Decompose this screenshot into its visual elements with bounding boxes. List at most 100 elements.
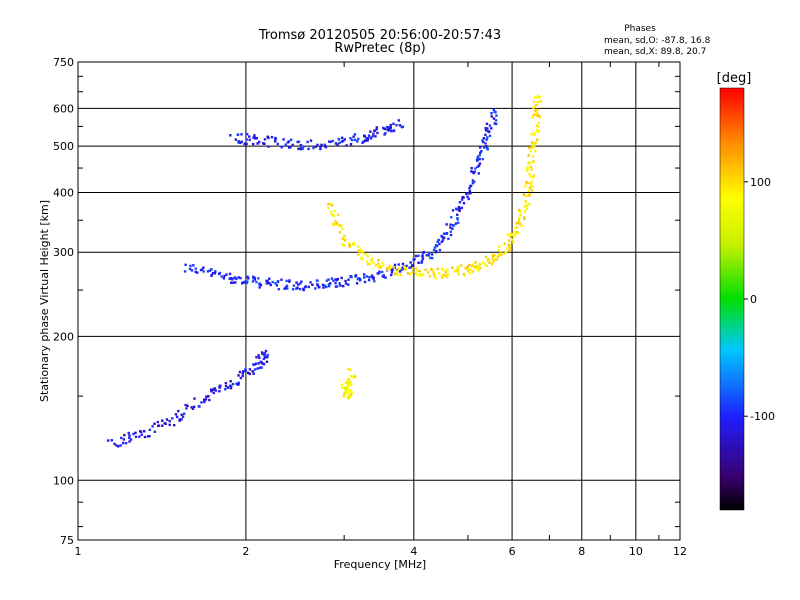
scatter-point <box>243 281 247 284</box>
scatter-point <box>452 224 456 227</box>
scatter-point <box>225 273 228 276</box>
scatter-point <box>352 241 356 245</box>
scatter-point <box>346 385 349 389</box>
scatter-point <box>363 139 367 142</box>
scatter-point <box>334 220 337 223</box>
scatter-point <box>180 418 183 421</box>
scatter-point <box>260 366 263 369</box>
scatter-point <box>340 140 344 143</box>
scatter-point <box>357 245 360 248</box>
scatter-point <box>488 261 491 264</box>
scatter-point <box>442 268 445 272</box>
scatter-point <box>467 192 471 195</box>
scatter-point <box>337 213 340 217</box>
scatter-point <box>492 117 496 120</box>
scatter-point <box>364 253 367 256</box>
scatter-point <box>377 258 380 262</box>
scatter-point <box>168 419 171 423</box>
scatter-point <box>383 127 387 131</box>
scatter-point <box>421 255 424 258</box>
scatter-point <box>344 381 348 385</box>
scatter-point <box>208 398 211 402</box>
scatter-point <box>334 222 338 225</box>
scatter-point <box>492 108 495 111</box>
scatter-point <box>288 279 291 282</box>
scatter-point <box>238 370 242 374</box>
scatter-point <box>185 407 188 410</box>
scatter-point <box>533 142 537 145</box>
scatter-point <box>121 441 125 445</box>
scatter-point <box>362 276 366 279</box>
scatter-point <box>277 287 281 291</box>
scatter-point <box>390 271 394 274</box>
scatter-point <box>266 282 270 285</box>
scatter-point <box>518 222 522 225</box>
scatter-point <box>331 139 335 143</box>
scatter-point <box>202 270 205 273</box>
scatter-point <box>445 274 449 277</box>
scatter-point <box>536 138 539 141</box>
scatter-point <box>365 275 369 278</box>
scatter-point <box>274 282 277 285</box>
scatter-point <box>232 276 235 280</box>
scatter-point <box>348 245 351 249</box>
scatter-point <box>471 179 475 182</box>
scatter-point <box>265 360 269 364</box>
scatter-point <box>267 145 270 148</box>
scatter-point <box>297 147 300 151</box>
scatter-point <box>220 275 223 278</box>
scatter-point <box>252 372 255 375</box>
scatter-point <box>339 284 342 287</box>
scatter-point <box>251 280 255 283</box>
scatter-point <box>218 389 221 393</box>
scatter-point <box>494 119 498 122</box>
scatter-point <box>402 267 405 271</box>
scatter-point <box>421 257 425 260</box>
scatter-point <box>140 433 143 436</box>
scatter-point <box>535 111 538 114</box>
scatter-point <box>450 216 453 219</box>
scatter-point <box>198 405 201 408</box>
scatter-point <box>503 252 506 255</box>
scatter-point <box>517 208 521 212</box>
scatter-point <box>346 379 349 382</box>
scatter-point <box>311 283 314 286</box>
scatter-point <box>526 166 529 169</box>
scatter-point <box>231 382 235 386</box>
scatter-point <box>263 142 266 146</box>
scatter-point <box>505 247 509 250</box>
scatter-point <box>382 274 386 277</box>
scatter-point <box>440 234 443 238</box>
scatter-point <box>530 168 533 171</box>
scatter-point <box>481 139 484 142</box>
scatter-point <box>513 230 516 234</box>
scatter-point <box>359 248 362 251</box>
scatter-point <box>306 140 309 144</box>
scatter-point <box>329 210 332 213</box>
x-tick-label: 2 <box>242 545 249 558</box>
scatter-point <box>218 271 222 275</box>
scatter-point <box>527 202 531 206</box>
scatter-point <box>213 272 217 275</box>
scatter-point <box>174 413 178 416</box>
scatter-point <box>498 245 501 248</box>
scatter-point <box>178 419 181 422</box>
scatter-point <box>341 237 345 241</box>
scatter-point <box>318 286 321 289</box>
scatter-point <box>352 243 356 246</box>
scatter-point <box>388 267 392 270</box>
scatter-point <box>138 430 142 433</box>
scatter-point <box>534 96 537 99</box>
scatter-point <box>528 173 531 176</box>
scatter-point <box>237 140 240 143</box>
scatter-point <box>414 272 417 275</box>
scatter-point <box>344 387 347 390</box>
scatter-point <box>389 123 392 127</box>
scatter-point <box>493 257 496 261</box>
scatter-point <box>232 281 235 284</box>
scatter-point <box>245 138 248 141</box>
scatter-point <box>256 142 259 145</box>
scatter-point <box>287 146 291 149</box>
phases-heading: Phases <box>624 24 656 34</box>
scatter-point <box>119 444 122 447</box>
